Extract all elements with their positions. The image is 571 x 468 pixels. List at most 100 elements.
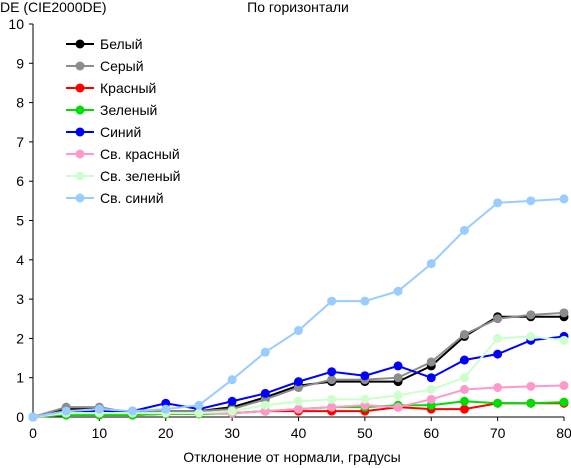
legend-swatch-marker: [75, 149, 85, 159]
series-layer: [28, 194, 569, 422]
legend-label: Белый: [100, 36, 143, 52]
y-axis-label: DE (CIE2000DE): [0, 0, 107, 15]
x-tick-label: 20: [158, 425, 174, 441]
y-tick-label: 6: [16, 173, 24, 189]
data-point: [493, 398, 503, 408]
series-8: [28, 194, 569, 422]
data-point: [526, 331, 536, 341]
data-point: [459, 404, 469, 414]
data-point: [227, 396, 237, 406]
axes: 0 1 2 3 4 5 6 7 8 9 10 0 10 20 30 40 50 60 70 80: [8, 16, 571, 441]
data-point: [426, 259, 436, 269]
legend-swatch-marker: [75, 61, 85, 71]
x-tick-label: 80: [556, 425, 571, 441]
data-point: [393, 390, 403, 400]
data-point: [327, 394, 337, 404]
data-point: [426, 357, 436, 367]
data-point: [493, 314, 503, 324]
y-tick-label: 5: [16, 213, 24, 229]
legend-swatch-marker: [75, 105, 85, 115]
data-point: [559, 397, 569, 407]
data-point: [294, 404, 303, 414]
data-point: [426, 373, 436, 383]
data-point: [459, 329, 469, 339]
data-point: [526, 398, 536, 408]
data-point: [559, 335, 569, 345]
legend-label: Красный: [100, 80, 156, 96]
data-point: [327, 375, 337, 385]
data-point: [194, 400, 204, 410]
legend-label: Св. красный: [100, 146, 180, 162]
y-tick-label: 0: [16, 409, 24, 425]
y-tick-label: 9: [16, 55, 24, 71]
data-point: [161, 404, 171, 414]
data-point: [128, 406, 138, 416]
data-point: [294, 377, 303, 387]
data-point: [227, 375, 237, 385]
legend-swatch-marker: [75, 171, 85, 181]
data-point: [28, 412, 38, 422]
data-point: [559, 194, 569, 204]
data-point: [393, 361, 403, 371]
y-tick-label: 10: [8, 16, 24, 32]
data-point: [526, 196, 536, 206]
data-point: [526, 310, 536, 320]
data-point: [194, 408, 204, 418]
legend-item: Св. зеленый: [66, 168, 180, 184]
data-point: [360, 371, 370, 381]
y-tick-label: 7: [16, 134, 24, 150]
x-tick-label: 70: [490, 425, 506, 441]
data-point: [559, 381, 569, 391]
data-point: [459, 384, 469, 394]
legend-swatch-marker: [75, 39, 85, 49]
data-point: [327, 367, 337, 377]
data-point: [493, 198, 503, 208]
data-point: [294, 396, 303, 406]
data-point: [426, 384, 436, 394]
data-point: [360, 394, 370, 404]
data-point: [459, 373, 469, 383]
data-point: [393, 373, 403, 383]
x-axis-label: Отклонение от нормали, градусы: [183, 449, 400, 465]
data-point: [61, 406, 71, 416]
data-point: [526, 381, 536, 391]
data-point: [327, 402, 337, 412]
data-point: [260, 347, 270, 357]
data-point: [260, 400, 270, 410]
data-point: [227, 406, 237, 416]
legend: Белый Серый Красный Зеленый Синий Св. красный…: [66, 36, 180, 206]
data-point: [459, 355, 469, 365]
y-tick-label: 4: [16, 252, 24, 268]
legend-swatch-marker: [75, 127, 85, 137]
legend-label: Зеленый: [100, 102, 157, 118]
data-point: [459, 225, 469, 235]
y-tick-label: 3: [16, 291, 24, 307]
legend-item: Серый: [66, 58, 144, 74]
data-point: [393, 402, 403, 412]
data-point: [559, 308, 569, 318]
data-point: [360, 296, 370, 306]
data-point: [94, 404, 104, 414]
x-tick-label: 50: [357, 425, 373, 441]
data-point: [294, 326, 303, 336]
x-tick-label: 60: [423, 425, 439, 441]
legend-item: Св. красный: [66, 146, 180, 162]
data-point: [426, 394, 436, 404]
data-point: [493, 383, 503, 393]
chart-title: По горизонтали: [247, 0, 349, 15]
data-point: [493, 349, 503, 359]
x-tick-label: 30: [224, 425, 240, 441]
x-tick-label: 40: [291, 425, 307, 441]
y-tick-label: 2: [16, 330, 24, 346]
data-point: [459, 396, 469, 406]
legend-item: Красный: [66, 80, 156, 96]
data-point: [393, 286, 403, 296]
legend-label: Серый: [100, 58, 144, 74]
data-point: [493, 333, 503, 343]
y-tick-label: 8: [16, 95, 24, 111]
legend-swatch-marker: [75, 83, 85, 93]
legend-item: Синий: [66, 124, 141, 140]
legend-item: Зеленый: [66, 102, 157, 118]
x-tick-label: 10: [92, 425, 108, 441]
